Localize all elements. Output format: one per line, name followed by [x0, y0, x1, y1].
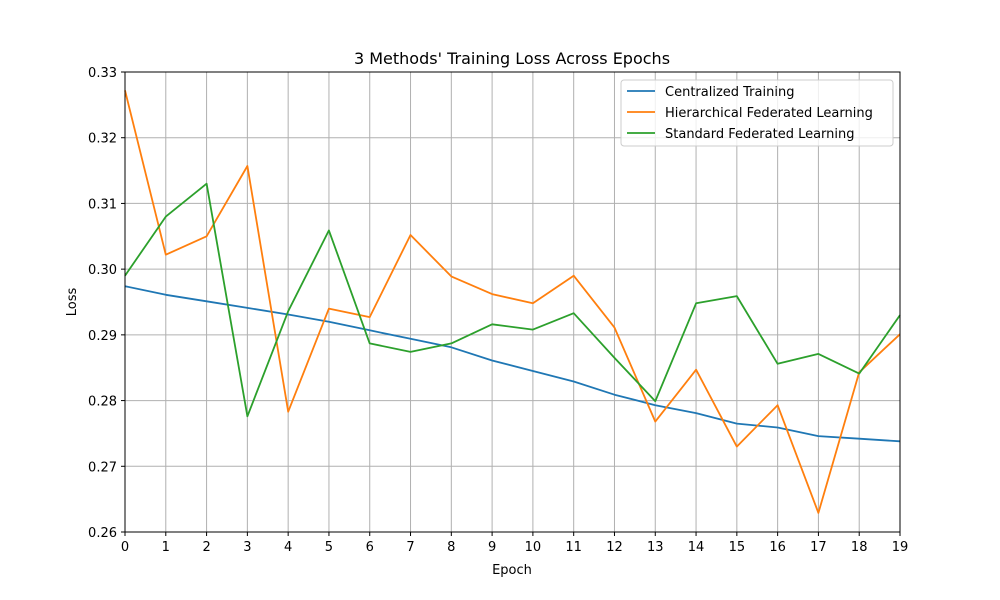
x-tick-label: 18 [851, 540, 868, 555]
x-tick-label: 2 [202, 540, 210, 555]
x-tick-label: 8 [447, 540, 455, 555]
x-tick-label: 10 [525, 540, 542, 555]
x-tick-label: 12 [606, 540, 623, 555]
x-tick-label: 17 [810, 540, 827, 555]
chart-title: 3 Methods' Training Loss Across Epochs [354, 49, 670, 68]
x-tick-label: 6 [366, 540, 374, 555]
x-tick-label: 16 [769, 540, 786, 555]
series-line-1 [124, 285, 901, 443]
x-tick-label: 3 [243, 540, 251, 555]
x-tick-label: 1 [162, 540, 170, 555]
x-tick-label: 15 [729, 540, 746, 555]
x-tick-label: 5 [325, 540, 333, 555]
y-tick-label: 0.28 [88, 395, 117, 410]
y-tick-label: 0.31 [88, 197, 117, 212]
x-tick-label: 9 [488, 540, 496, 555]
y-tick-label: 0.27 [88, 460, 117, 475]
x-tick-label: 14 [688, 540, 705, 555]
y-axis-ticks: 0.26 0.27 0.28 0.29 0.30 0.31 0.32 0.33 [88, 66, 125, 541]
legend-label: Hierarchical Federated Learning [665, 106, 873, 121]
x-tick-label: 4 [284, 540, 292, 555]
legend-label: Standard Federated Learning [665, 127, 855, 142]
x-axis-ticks: 0 1 2 3 4 5 6 7 8 9 10 11 12 13 14 15 16 17 18 19 [121, 532, 908, 555]
x-tick-label: 13 [647, 540, 664, 555]
y-tick-label: 0.32 [88, 132, 117, 147]
legend-box [620, 79, 894, 147]
legend-label: Centralized Training [665, 85, 794, 100]
y-tick-label: 0.29 [88, 329, 117, 344]
series-line-2 [124, 90, 901, 514]
x-tick-label: 11 [565, 540, 582, 555]
y-tick-label: 0.33 [88, 66, 117, 81]
x-tick-label: 7 [406, 540, 414, 555]
x-tick-label: 19 [892, 540, 909, 555]
y-axis-label: Loss [65, 288, 80, 317]
y-tick-label: 0.30 [88, 263, 117, 278]
series-lines [124, 90, 901, 514]
y-tick-label: 0.26 [88, 526, 117, 541]
grid [124, 71, 901, 533]
plot-frame [124, 71, 901, 533]
series-line-3 [124, 182, 901, 418]
x-axis-label: Epoch [492, 563, 532, 578]
legend: Centralized Training Hierarchical Federat… [620, 79, 894, 147]
x-tick-label: 0 [121, 540, 129, 555]
